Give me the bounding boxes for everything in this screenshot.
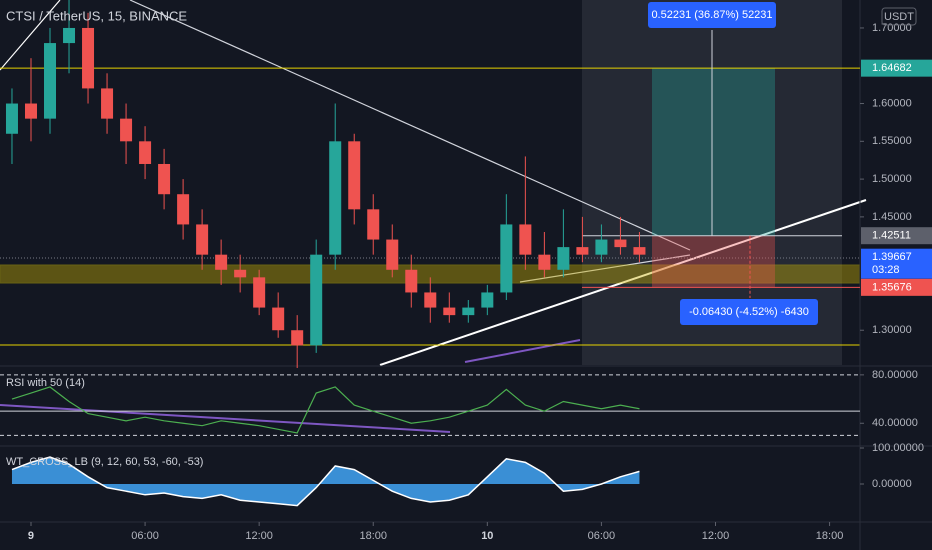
y-tick-label: 1.60000 — [872, 97, 912, 109]
x-tick-label: 06:00 — [131, 530, 159, 542]
candle-body — [234, 269, 247, 278]
trendline — [519, 254, 691, 283]
profit-zone — [652, 68, 775, 236]
price-badge-label: 1.35676 — [872, 281, 912, 293]
candle-body — [215, 254, 228, 270]
x-tick-label: 18:00 — [816, 530, 844, 542]
price-badge-label: 1.64682 — [872, 62, 912, 74]
candle-body — [386, 239, 399, 270]
candle-body — [44, 43, 57, 119]
loss-zone — [652, 235, 775, 288]
y-tick-label: 1.55000 — [872, 135, 912, 147]
candle-body — [272, 307, 285, 331]
candle-body — [557, 247, 570, 270]
price-badge-label: 1.39667 — [872, 251, 912, 263]
candle-body — [5, 103, 18, 134]
candle-body — [101, 88, 114, 119]
candle-body — [310, 254, 323, 346]
candle-body — [63, 27, 76, 44]
currency: USDT — [884, 11, 914, 23]
candle-body — [595, 239, 608, 255]
x-tick-label: 18:00 — [359, 530, 387, 542]
price-badge — [861, 59, 932, 77]
trendline — [0, 404, 451, 433]
candle-body — [196, 224, 209, 255]
candle-body — [405, 269, 418, 293]
candle-body — [367, 209, 380, 240]
wt-line — [11, 456, 640, 507]
x-tick-label: 9 — [28, 530, 34, 542]
candle-body — [538, 254, 551, 270]
trendline — [0, 0, 61, 71]
chart-title: CTSI / TetherUS, 15, BINANCE — [6, 8, 187, 23]
price-badge — [861, 248, 932, 279]
trendline — [379, 199, 867, 366]
y-tick-label: 80.00000 — [872, 369, 918, 381]
price-badge — [861, 278, 932, 296]
candle-body — [348, 141, 361, 210]
stop-label-box — [680, 299, 818, 325]
y-tick-label: 1.70000 — [872, 22, 912, 34]
price-badge — [861, 227, 932, 245]
y-tick-label: 1.30000 — [872, 324, 912, 336]
candle-body — [462, 307, 475, 316]
candle-body — [139, 141, 152, 164]
candle-body — [481, 292, 494, 308]
stop-label: -0.06430 (-4.52%) -6430 — [689, 306, 809, 318]
candle-body — [576, 247, 589, 255]
x-tick-label: 12:00 — [702, 530, 730, 542]
x-tick-label: 06:00 — [588, 530, 616, 542]
y-tick-label: 1.45000 — [872, 211, 912, 223]
candle-body — [24, 103, 37, 119]
candle-body — [253, 277, 266, 308]
candle-body — [291, 330, 304, 346]
trendline — [464, 339, 581, 363]
target-label-box — [648, 2, 776, 28]
y-tick-label: 40.00000 — [872, 417, 918, 429]
target-label: 0.52231 (36.87%) 52231 — [651, 9, 772, 21]
candle-body — [120, 118, 133, 142]
wt-title: WT_CROSS_LB (9, 12, 60, 53, -60, -53) — [6, 456, 203, 468]
y-tick-label: 100.00000 — [872, 442, 924, 454]
candle-body — [443, 307, 456, 316]
candle-body — [500, 224, 513, 293]
countdown: 03:28 — [872, 264, 900, 276]
rsi-title: RSI with 50 (14) — [6, 377, 85, 389]
candle-body — [158, 163, 171, 195]
candle-body — [177, 194, 190, 225]
rsi-line — [11, 386, 640, 434]
candle-body — [633, 247, 646, 255]
price-badge-label: 1.42511 — [872, 230, 911, 242]
candle-body — [329, 141, 342, 255]
x-tick-label: 10 — [481, 530, 493, 542]
candle-body — [424, 292, 437, 308]
y-tick-label: 1.50000 — [872, 173, 912, 185]
trendline — [129, 0, 691, 251]
candle-body — [614, 239, 627, 248]
y-tick-label: 0.00000 — [872, 478, 912, 490]
candle-body — [519, 224, 532, 255]
x-tick-label: 12:00 — [245, 530, 273, 542]
currency-box — [881, 7, 917, 26]
candle-body — [82, 27, 95, 89]
